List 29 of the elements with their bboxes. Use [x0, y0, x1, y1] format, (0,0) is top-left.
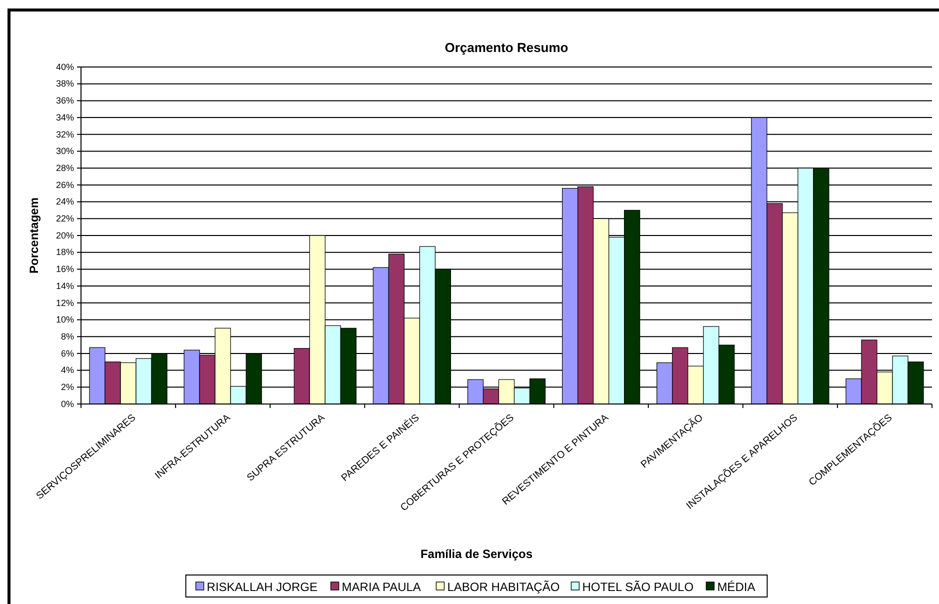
legend-label: LABOR HABITAÇÃO [447, 580, 560, 594]
y-tick-label: 0% [60, 398, 74, 409]
y-tick-label: 18% [56, 247, 74, 258]
y-tick-label: 40% [56, 62, 74, 72]
y-tick-label: 30% [56, 146, 74, 156]
y-tick-label: 16% [56, 264, 74, 274]
legend-label: HOTEL SÃO PAULO [582, 580, 694, 594]
y-tick-label: 2% [60, 382, 74, 392]
legend-label: RISKALLAH JORGE [206, 580, 318, 594]
y-tick-label: 26% [56, 180, 74, 190]
y-tick-label: 34% [56, 112, 74, 122]
chart-title: Orçamento Resumo [444, 40, 568, 55]
y-tick-label: 8% [60, 331, 74, 342]
y-tick-label: 6% [60, 348, 74, 358]
y-tick-label: 10% [56, 314, 74, 325]
y-tick-label: 28% [56, 162, 74, 173]
y-axis-title: Porcentagem [27, 197, 41, 274]
y-tick-label: 20% [56, 230, 74, 240]
legend-label: MARIA PAULA [342, 580, 421, 594]
y-tick-label: 22% [56, 214, 74, 224]
y-tick-label: 38% [56, 78, 74, 89]
y-tick-label: 24% [56, 196, 74, 207]
y-tick-label: 4% [60, 365, 74, 376]
y-tick-label: 32% [56, 129, 74, 140]
legend-label: MÉDIA [717, 580, 756, 594]
y-tick-label: 14% [56, 280, 74, 291]
x-axis-title: Família de Serviços [420, 547, 533, 561]
y-tick-label: 36% [56, 96, 74, 106]
y-tick-label: 12% [56, 298, 74, 308]
